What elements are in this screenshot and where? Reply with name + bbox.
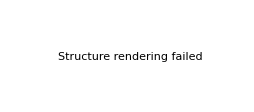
Text: Structure rendering failed: Structure rendering failed	[58, 52, 202, 62]
